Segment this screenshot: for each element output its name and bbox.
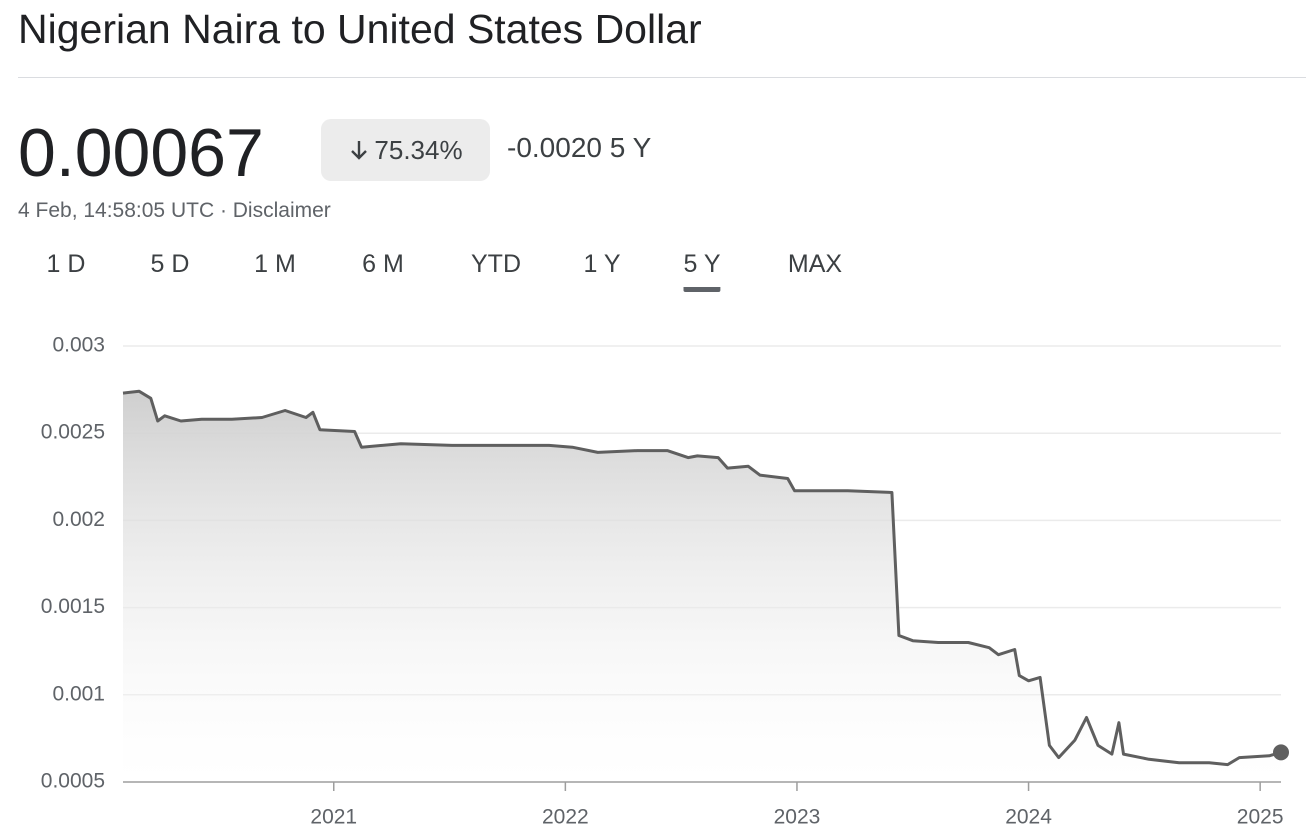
price: 0.00067 <box>18 115 264 191</box>
timestamp: 4 Feb, 14:58:05 UTC · Disclaimer <box>18 199 331 222</box>
range-tabs: 1 D 5 D 1 M 6 M YTD 1 Y 5 Y MAX <box>0 250 900 292</box>
down-arrow <box>351 141 368 160</box>
y-tick-label: 0.0025 <box>41 421 105 444</box>
change-percent: 75.34% <box>374 134 463 165</box>
change: -0.0020 5 Y <box>507 132 651 164</box>
range-tab[interactable]: 6 M <box>362 250 404 278</box>
x-tick-label: 2022 <box>542 806 589 829</box>
change-period: 5 Y <box>609 132 652 163</box>
divider <box>18 77 1306 78</box>
line <box>122 389 1282 767</box>
page-title: Nigerian Naira to United States Dollar <box>18 6 702 52</box>
change-badge: 75.34% <box>321 119 490 181</box>
range-tab[interactable]: 1 D <box>46 250 86 278</box>
x-tick-label: 2023 <box>774 806 821 829</box>
range-tab[interactable]: MAX <box>787 250 843 278</box>
range-tab[interactable]: 5 D <box>150 250 190 278</box>
x-tick-label: 2025 <box>1237 806 1284 829</box>
chart: 0.0005 0.001 0.0015 0.002 0.0025 0.003 2021 202… <box>41 334 1289 829</box>
last-point <box>1273 744 1289 761</box>
range-tab[interactable]: 1 M <box>254 250 296 278</box>
range-tab[interactable]: 1 Y <box>583 250 621 278</box>
y-tick-label: 0.002 <box>52 508 105 531</box>
range-tab[interactable]: YTD <box>471 250 521 278</box>
y-tick-label: 0.0005 <box>41 770 105 793</box>
y-tick-label: 0.003 <box>52 334 105 357</box>
y-tick-label: 0.0015 <box>41 595 105 618</box>
y-tick-label: 0.001 <box>52 682 105 705</box>
area-fill <box>123 391 1281 782</box>
x-tick-label: 2024 <box>1005 806 1052 829</box>
x-tick-label: 2021 <box>310 806 357 829</box>
change-value: -0.0020 <box>507 132 602 163</box>
range-tab[interactable]: 5 Y <box>683 250 721 292</box>
